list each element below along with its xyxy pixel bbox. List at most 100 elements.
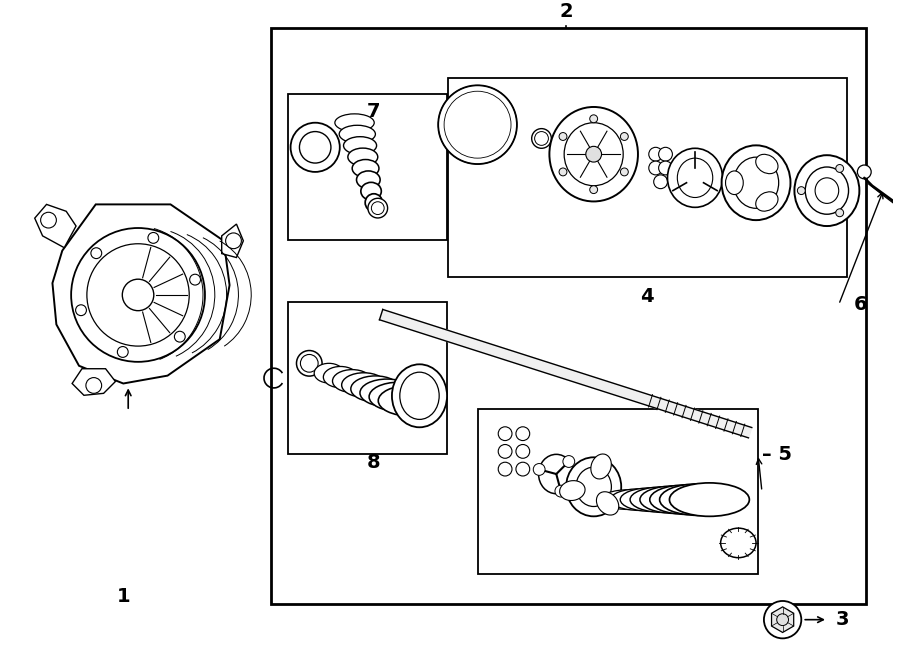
Text: 4: 4 (640, 287, 653, 306)
Circle shape (649, 161, 662, 175)
Bar (271, 28, 867, 604)
Circle shape (659, 147, 672, 161)
Circle shape (148, 233, 158, 243)
Polygon shape (52, 204, 230, 383)
Circle shape (86, 377, 102, 393)
Circle shape (368, 198, 388, 218)
Text: 6: 6 (853, 295, 867, 314)
Circle shape (516, 427, 530, 441)
Ellipse shape (560, 481, 585, 500)
Ellipse shape (660, 484, 736, 516)
Text: 7: 7 (366, 102, 380, 122)
Text: – 5: – 5 (762, 445, 792, 464)
Polygon shape (221, 224, 243, 258)
Circle shape (559, 133, 567, 140)
Circle shape (175, 331, 185, 342)
Bar (448, 79, 847, 277)
Circle shape (653, 175, 668, 188)
Ellipse shape (678, 158, 713, 198)
Text: 3: 3 (836, 610, 850, 629)
Bar (288, 94, 447, 240)
Ellipse shape (335, 114, 374, 132)
Ellipse shape (365, 194, 382, 212)
Ellipse shape (351, 376, 400, 402)
Ellipse shape (600, 490, 656, 510)
Circle shape (372, 202, 384, 215)
Ellipse shape (610, 488, 669, 510)
Circle shape (499, 462, 512, 476)
Ellipse shape (564, 123, 623, 186)
Circle shape (499, 444, 512, 458)
Ellipse shape (360, 379, 414, 407)
Text: 1: 1 (116, 587, 130, 606)
Ellipse shape (400, 372, 439, 420)
Ellipse shape (722, 145, 790, 220)
Polygon shape (771, 607, 794, 633)
Ellipse shape (378, 385, 442, 416)
Ellipse shape (630, 486, 696, 512)
Circle shape (71, 228, 205, 362)
Circle shape (555, 485, 567, 497)
Circle shape (87, 244, 189, 346)
Circle shape (659, 161, 672, 175)
Circle shape (532, 129, 552, 148)
Circle shape (117, 346, 128, 358)
Bar (288, 302, 447, 454)
Circle shape (535, 132, 548, 145)
Circle shape (76, 305, 86, 315)
Polygon shape (72, 369, 115, 395)
Circle shape (301, 354, 318, 372)
Circle shape (291, 123, 340, 172)
Ellipse shape (650, 485, 723, 514)
Circle shape (777, 614, 788, 625)
Polygon shape (35, 204, 76, 248)
Ellipse shape (348, 148, 378, 166)
Circle shape (586, 146, 601, 162)
Circle shape (562, 455, 575, 467)
Ellipse shape (538, 454, 574, 494)
Ellipse shape (668, 148, 723, 208)
Ellipse shape (323, 366, 358, 388)
Ellipse shape (314, 364, 344, 383)
Circle shape (649, 147, 662, 161)
Ellipse shape (356, 171, 380, 188)
Circle shape (620, 168, 628, 176)
Ellipse shape (352, 159, 379, 177)
Circle shape (516, 444, 530, 458)
Ellipse shape (549, 107, 638, 202)
Circle shape (450, 97, 505, 152)
Ellipse shape (597, 492, 618, 515)
Ellipse shape (361, 182, 382, 200)
Circle shape (444, 91, 511, 158)
Circle shape (122, 279, 154, 311)
Circle shape (226, 233, 241, 249)
Circle shape (40, 212, 57, 228)
Circle shape (590, 186, 598, 194)
Circle shape (590, 115, 598, 123)
Ellipse shape (734, 157, 778, 208)
Circle shape (797, 186, 806, 194)
Ellipse shape (640, 486, 709, 514)
Circle shape (516, 462, 530, 476)
Ellipse shape (590, 454, 611, 479)
Circle shape (438, 85, 517, 164)
Circle shape (499, 427, 512, 441)
Ellipse shape (392, 364, 447, 427)
Text: 8: 8 (366, 453, 380, 472)
Ellipse shape (344, 137, 376, 155)
Circle shape (836, 209, 843, 217)
Ellipse shape (725, 171, 743, 194)
Ellipse shape (576, 467, 611, 506)
Ellipse shape (369, 382, 428, 411)
Circle shape (764, 601, 801, 639)
Ellipse shape (566, 457, 621, 516)
Polygon shape (380, 309, 752, 438)
Circle shape (836, 165, 843, 173)
Circle shape (858, 165, 871, 179)
Ellipse shape (756, 154, 778, 174)
Ellipse shape (756, 192, 778, 211)
Ellipse shape (670, 483, 750, 516)
Ellipse shape (815, 178, 839, 204)
Ellipse shape (342, 373, 386, 397)
Ellipse shape (339, 126, 375, 143)
